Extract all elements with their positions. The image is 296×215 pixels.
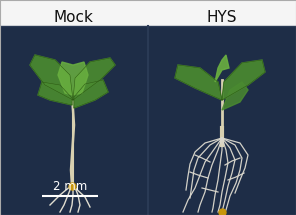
Text: 2 mm: 2 mm [53, 180, 87, 193]
Polygon shape [30, 55, 73, 100]
Polygon shape [73, 58, 115, 100]
Polygon shape [222, 82, 248, 110]
Polygon shape [38, 82, 72, 105]
Bar [0, 0, 296, 26]
Bar [0, 26, 296, 215]
Polygon shape [74, 80, 108, 108]
Text: Mock: Mock [53, 9, 93, 25]
Text: HYS: HYS [207, 9, 237, 25]
Polygon shape [175, 65, 222, 100]
Polygon shape [58, 62, 88, 95]
Polygon shape [215, 55, 229, 82]
Polygon shape [222, 60, 265, 100]
